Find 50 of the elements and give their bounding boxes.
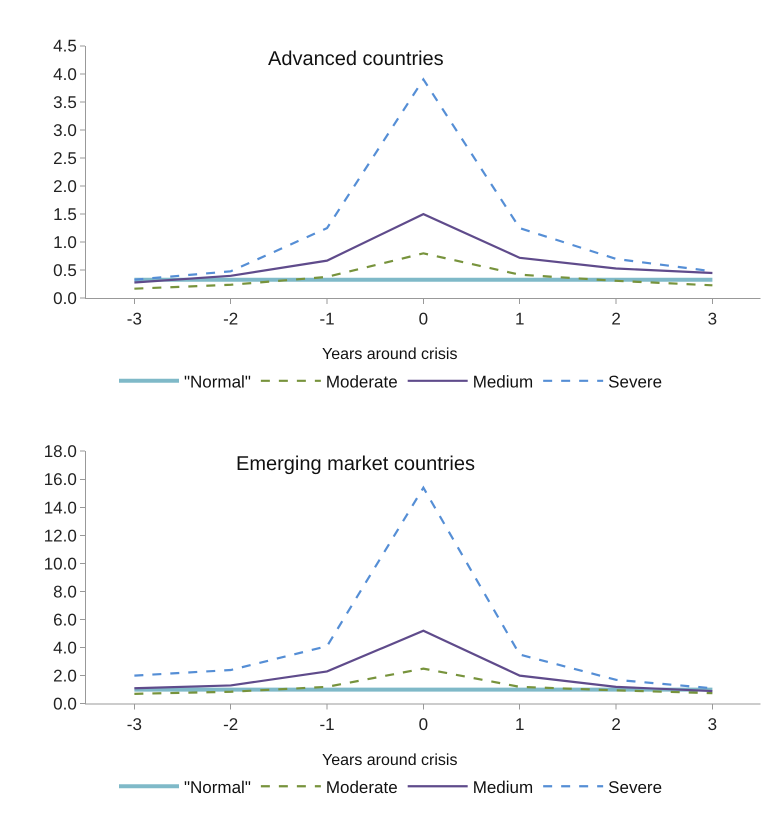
x-tick-label: 2 <box>611 715 621 734</box>
x-tick-label: 3 <box>708 310 718 329</box>
x-tick-label: 1 <box>514 310 524 329</box>
y-tick-label: 1.5 <box>53 205 77 224</box>
legend-label: Severe <box>608 372 662 392</box>
y-tick-label: 3.0 <box>53 120 77 140</box>
x-tick-label: -1 <box>319 310 335 329</box>
y-tick-label: 4.0 <box>53 64 77 84</box>
y-tick-label: 4.5 <box>53 36 77 56</box>
x-tick-label: 1 <box>514 715 524 734</box>
legend-label: Medium <box>472 778 534 797</box>
y-tick-label: 8.0 <box>53 582 77 602</box>
y-tick-label: 0.0 <box>53 694 77 714</box>
y-tick-label: 16.0 <box>44 470 77 490</box>
line-series <box>133 212 714 284</box>
x-axis-title: Years around crisis <box>322 752 458 769</box>
x-tick-label: 0 <box>418 715 428 734</box>
line-series <box>133 630 714 692</box>
x-tick-label: 2 <box>611 310 621 329</box>
legend-label: Moderate <box>326 372 398 392</box>
y-tick-label: 0.0 <box>53 289 77 308</box>
y-tick-label: 3.5 <box>53 92 77 112</box>
legend-label: "Normal" <box>184 778 251 797</box>
y-tick-label: 12.0 <box>44 526 77 546</box>
line-series <box>133 252 714 290</box>
y-tick-label: 1.0 <box>53 233 77 252</box>
line-series <box>133 668 714 695</box>
x-tick-label: -2 <box>223 715 238 734</box>
x-tick-label: 3 <box>708 715 718 734</box>
y-tick-label: 10.0 <box>44 554 77 574</box>
y-tick-label: 4.0 <box>53 638 77 658</box>
y-tick-label: 18.0 <box>44 442 77 462</box>
y-tick-label: 2.0 <box>53 666 77 686</box>
x-tick-label: -1 <box>319 715 335 734</box>
y-tick-label: 6.0 <box>53 610 77 630</box>
legend-label: Severe <box>608 778 662 797</box>
chart-title: Advanced countries <box>268 48 444 70</box>
x-tick-label: 0 <box>418 310 428 329</box>
y-tick-label: 2.0 <box>53 176 77 196</box>
legend-label: Moderate <box>326 778 398 797</box>
x-tick-label: -3 <box>126 715 142 734</box>
y-tick-label: 2.5 <box>53 148 77 168</box>
legend-label: Medium <box>472 372 534 392</box>
x-tick-label: -3 <box>126 310 142 329</box>
y-tick-label: 14.0 <box>44 498 77 518</box>
x-axis-title: Years around crisis <box>322 346 458 363</box>
y-tick-label: 0.5 <box>53 261 77 280</box>
legend-label: "Normal" <box>184 372 251 392</box>
x-tick-label: -2 <box>223 310 238 329</box>
chart-title: Emerging market countries <box>236 453 475 475</box>
